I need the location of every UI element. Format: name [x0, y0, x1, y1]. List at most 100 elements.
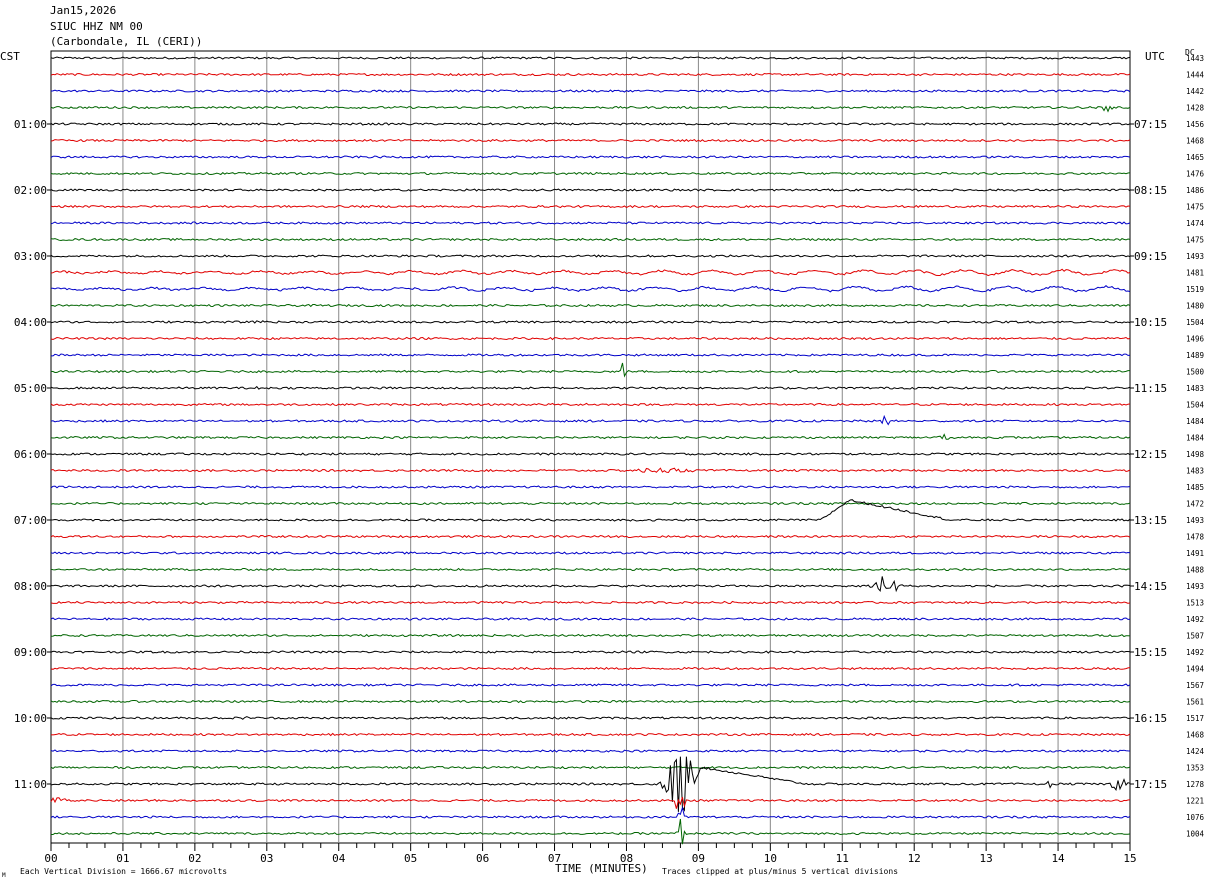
left-hour-label: 11:00 — [14, 778, 47, 791]
dc-offset-label: 1517 — [1186, 714, 1204, 723]
dc-offset-label: 1465 — [1186, 153, 1204, 162]
trace-row-21 — [50, 402, 1131, 407]
trace-row-45 — [50, 796, 1131, 809]
left-hour-label: 05:00 — [14, 382, 47, 395]
left-hour-label: 01:00 — [14, 118, 47, 131]
trace-row-15 — [50, 303, 1131, 308]
trace-row-34 — [50, 617, 1131, 621]
trace-row-35 — [50, 633, 1131, 638]
left-hour-label: 04:00 — [14, 316, 47, 329]
right-hour-label: 13:15 — [1134, 514, 1167, 527]
trace-row-6 — [50, 155, 1131, 159]
trace-row-23 — [50, 433, 1131, 440]
dc-offset-label: 1493 — [1186, 516, 1204, 525]
dc-offset-label: 1475 — [1186, 203, 1204, 212]
dc-offset-label: 1488 — [1186, 566, 1205, 575]
clip-note: Traces clipped at plus/minus 5 vertical … — [662, 867, 899, 876]
corner-mark: M — [2, 872, 6, 879]
left-hour-label: 06:00 — [14, 448, 47, 461]
trace-row-8 — [50, 188, 1131, 192]
trace-row-46 — [50, 805, 1131, 819]
dc-offset-label: 1504 — [1186, 401, 1205, 410]
station-code: SIUC HHZ NM 00 — [50, 20, 143, 33]
x-axis-label: TIME (MINUTES) — [555, 862, 648, 875]
dc-offset-label: 1484 — [1186, 417, 1205, 426]
trace-row-26 — [50, 485, 1131, 489]
dc-offset-label: 1480 — [1186, 302, 1205, 311]
dc-offset-label: 1561 — [1186, 698, 1204, 707]
dc-offset-label: 1496 — [1186, 335, 1205, 344]
trace-row-2 — [50, 89, 1131, 93]
left-hour-label: 07:00 — [14, 514, 47, 527]
left-hour-label: 02:00 — [14, 184, 47, 197]
dc-offset-label: 1486 — [1186, 186, 1205, 195]
dc-offset-label: 1443 — [1186, 54, 1204, 63]
left-hour-label: 08:00 — [14, 580, 47, 593]
right-hour-label: 17:15 — [1134, 778, 1167, 791]
trace-row-31 — [50, 567, 1131, 572]
dc-offset-label: 1493 — [1186, 582, 1204, 591]
left-hour-label: 03:00 — [14, 250, 47, 263]
trace-row-3 — [50, 105, 1131, 113]
dc-offset-label: 1476 — [1186, 170, 1205, 179]
right-hour-label: 12:15 — [1134, 448, 1167, 461]
x-tick-label: 08 — [620, 852, 633, 865]
left-axis-title: CST — [0, 50, 20, 63]
trace-row-47 — [51, 818, 1131, 845]
dc-offset-label: 1485 — [1186, 483, 1204, 492]
trace-row-11 — [50, 237, 1131, 242]
dc-offset-label: 1278 — [1186, 780, 1205, 789]
x-tick-label: 04 — [332, 852, 346, 865]
dc-offset-label: 1221 — [1186, 797, 1204, 806]
trace-row-5 — [50, 138, 1131, 143]
trace-row-24 — [50, 452, 1131, 456]
record-date: Jan15,2026 — [50, 4, 117, 17]
trace-row-16 — [50, 320, 1131, 324]
trace-row-17 — [50, 336, 1131, 341]
trace-row-39 — [50, 699, 1131, 704]
dc-offset-label: 1507 — [1186, 632, 1204, 641]
right-hour-label: 11:15 — [1134, 382, 1167, 395]
scale-note: Each Vertical Division = 1666.67 microvo… — [20, 867, 228, 876]
right-hour-label: 15:15 — [1134, 646, 1167, 659]
dc-offset-label: 1475 — [1186, 236, 1204, 245]
x-tick-label: 06 — [476, 852, 489, 865]
left-hour-label: 09:00 — [14, 646, 47, 659]
dc-offset-label: 1500 — [1186, 368, 1205, 377]
dc-offset-label: 1519 — [1186, 285, 1204, 294]
right-axis-title: UTC — [1145, 50, 1165, 63]
trace-row-43 — [50, 765, 1131, 770]
trace-row-29 — [50, 534, 1131, 539]
dc-offset-label: 1428 — [1186, 104, 1205, 113]
dc-offset-label: 1483 — [1186, 467, 1204, 476]
dc-offset-label: 1492 — [1186, 648, 1204, 657]
x-tick-label: 02 — [188, 852, 201, 865]
dc-offset-label: 1494 — [1186, 665, 1205, 674]
trace-row-14 — [51, 285, 1131, 293]
trace-row-40 — [50, 716, 1130, 720]
right-hour-label: 09:15 — [1134, 250, 1167, 263]
x-tick-label: 15 — [1123, 852, 1136, 865]
trace-row-44 — [50, 756, 1131, 812]
trace-row-28 — [50, 499, 1131, 522]
dc-offset-label: 1493 — [1186, 252, 1204, 261]
trace-row-12 — [50, 254, 1131, 258]
trace-row-1 — [50, 72, 1131, 77]
dc-offset-label: 1474 — [1186, 219, 1205, 228]
right-hour-label: 10:15 — [1134, 316, 1167, 329]
dc-offset-label: 1567 — [1186, 681, 1204, 690]
trace-row-36 — [50, 650, 1131, 654]
x-tick-label: 07 — [548, 852, 561, 865]
trace-row-10 — [50, 221, 1131, 225]
trace-row-32 — [50, 576, 1131, 593]
trace-row-38 — [50, 683, 1131, 687]
trace-row-37 — [50, 666, 1131, 671]
trace-row-27 — [50, 501, 1131, 506]
dc-offset-label: 1492 — [1186, 615, 1204, 624]
dc-offset-label: 1498 — [1186, 450, 1205, 459]
dc-offset-label: 1456 — [1186, 120, 1205, 129]
station-location: (Carbondale, IL (CERI)) — [50, 35, 203, 48]
x-tick-label: 13 — [980, 852, 993, 865]
trace-row-18 — [51, 353, 1131, 357]
trace-row-42 — [50, 749, 1131, 753]
